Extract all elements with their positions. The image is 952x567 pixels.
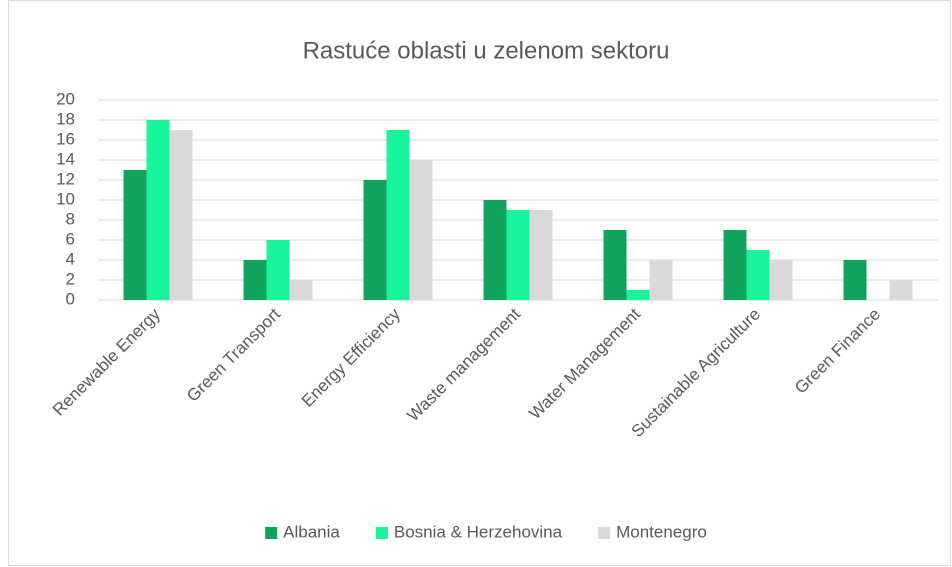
bar	[123, 170, 147, 300]
y-tick-label: 10	[56, 189, 75, 208]
bar	[386, 130, 410, 300]
legend-label: Albania	[283, 522, 340, 541]
bar	[626, 290, 650, 300]
legend-swatch	[265, 527, 278, 539]
bar	[769, 260, 793, 300]
bar	[169, 130, 193, 300]
y-tick-label: 6	[66, 229, 75, 248]
y-tick-label: 20	[56, 89, 75, 108]
bar	[483, 200, 507, 300]
bar	[529, 210, 553, 300]
y-tick-label: 0	[66, 289, 75, 308]
y-tick-label: 2	[66, 269, 75, 288]
bar	[746, 250, 770, 300]
legend-swatch	[375, 527, 388, 539]
legend-label: Bosnia & Herzehovina	[394, 522, 563, 541]
y-tick-label: 14	[56, 149, 75, 168]
bar	[723, 230, 747, 300]
bar	[649, 260, 673, 300]
y-tick-label: 8	[66, 209, 75, 228]
y-tick-label: 4	[66, 249, 75, 268]
y-tick-label: 16	[56, 129, 75, 148]
bar	[363, 180, 387, 300]
bar	[603, 230, 627, 300]
bar	[243, 260, 267, 300]
legend-swatch	[598, 527, 611, 539]
y-tick-label: 18	[56, 109, 75, 128]
bar	[843, 260, 867, 300]
legend-label: Montenegro	[616, 522, 707, 541]
bar	[146, 120, 170, 300]
y-tick-label: 12	[56, 169, 75, 188]
bar	[506, 210, 530, 300]
bar	[266, 240, 290, 300]
chart-title: Rastuće oblasti u zelenom sektoru	[303, 37, 670, 64]
bar	[289, 280, 313, 300]
bar	[409, 160, 433, 300]
bar	[889, 280, 913, 300]
